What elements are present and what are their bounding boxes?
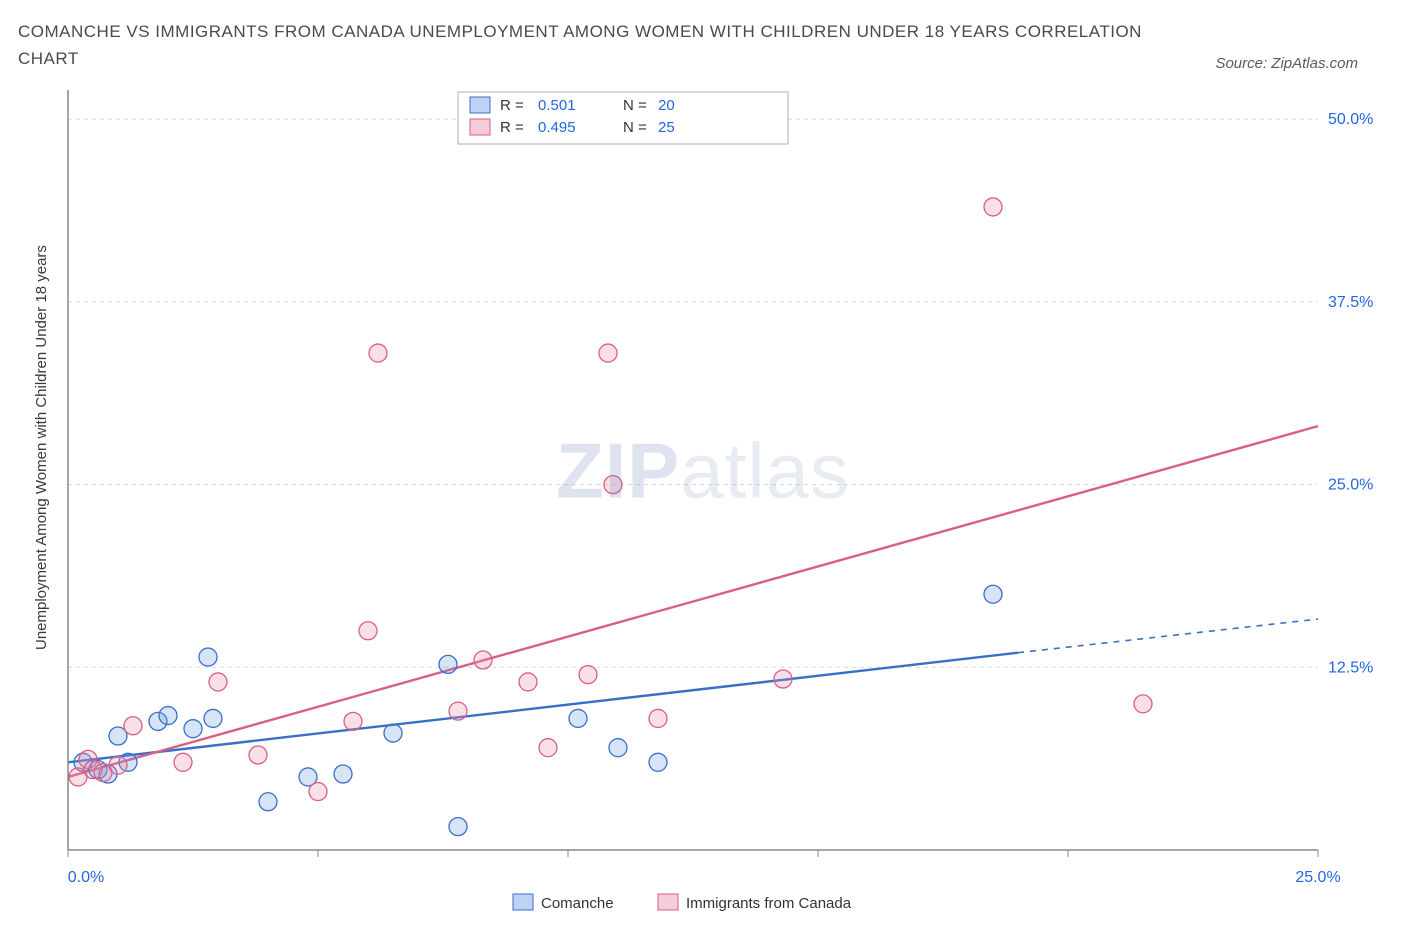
data-point	[474, 651, 492, 669]
data-point	[184, 720, 202, 738]
data-point	[334, 765, 352, 783]
legend-r-value: 0.495	[538, 119, 576, 136]
data-point	[579, 666, 597, 684]
y-tick-label: 25.0%	[1328, 477, 1373, 494]
trend-line-extrapolated	[1018, 619, 1318, 653]
chart-container: ZIPatlas 12.5%25.0%37.5%50.0%0.0%25.0%Un…	[18, 80, 1388, 930]
chart-title: COMANCHE VS IMMIGRANTS FROM CANADA UNEMP…	[18, 18, 1148, 72]
trend-line	[68, 427, 1318, 778]
data-point	[1134, 695, 1152, 713]
data-point	[774, 670, 792, 688]
data-point	[569, 710, 587, 728]
data-point	[159, 707, 177, 725]
legend-series-label: Immigrants from Canada	[686, 895, 852, 912]
legend-series-label: Comanche	[541, 895, 614, 912]
data-point	[649, 710, 667, 728]
data-point	[369, 344, 387, 362]
data-point	[109, 757, 127, 775]
data-point	[649, 754, 667, 772]
legend-n-label: N =	[623, 97, 647, 114]
data-point	[259, 793, 277, 811]
data-point	[604, 476, 622, 494]
legend-n-label: N =	[623, 119, 647, 136]
y-tick-label: 50.0%	[1328, 112, 1373, 129]
y-axis-title: Unemployment Among Women with Children U…	[33, 245, 50, 650]
legend-swatch	[513, 894, 533, 910]
correlation-scatter-chart: 12.5% 25.0% 37.5% 50.0% 0.0% 25.0% Unemploymen…	[18, 80, 1388, 930]
data-point	[984, 198, 1002, 216]
data-point	[344, 713, 362, 731]
legend-swatch	[658, 894, 678, 910]
legend-r-value: 0.501	[538, 97, 576, 114]
data-point	[439, 656, 457, 674]
legend-n-value: 20	[658, 97, 675, 114]
legend-r-label: R =	[500, 97, 524, 114]
y-tick-label: 12.5%	[1328, 660, 1373, 677]
legend-n-value: 25	[658, 119, 675, 136]
data-point	[599, 344, 617, 362]
data-point	[384, 724, 402, 742]
data-point	[204, 710, 222, 728]
data-point	[309, 783, 327, 801]
data-point	[359, 622, 377, 640]
data-point	[249, 746, 267, 764]
source-attribution: Source: ZipAtlas.com	[1215, 55, 1388, 72]
data-point	[199, 648, 217, 666]
data-point	[519, 673, 537, 691]
data-point	[539, 739, 557, 757]
y-tick-label: 37.5%	[1328, 294, 1373, 311]
legend-r-label: R =	[500, 119, 524, 136]
x-tick-label: 0.0%	[68, 869, 104, 886]
legend-swatch	[470, 119, 490, 135]
data-point	[449, 703, 467, 721]
data-point	[209, 673, 227, 691]
legend-swatch	[470, 97, 490, 113]
data-point	[984, 586, 1002, 604]
data-point	[174, 754, 192, 772]
data-point	[449, 818, 467, 836]
data-point	[609, 739, 627, 757]
x-tick-label: 25.0%	[1295, 869, 1340, 886]
data-point	[124, 717, 142, 735]
